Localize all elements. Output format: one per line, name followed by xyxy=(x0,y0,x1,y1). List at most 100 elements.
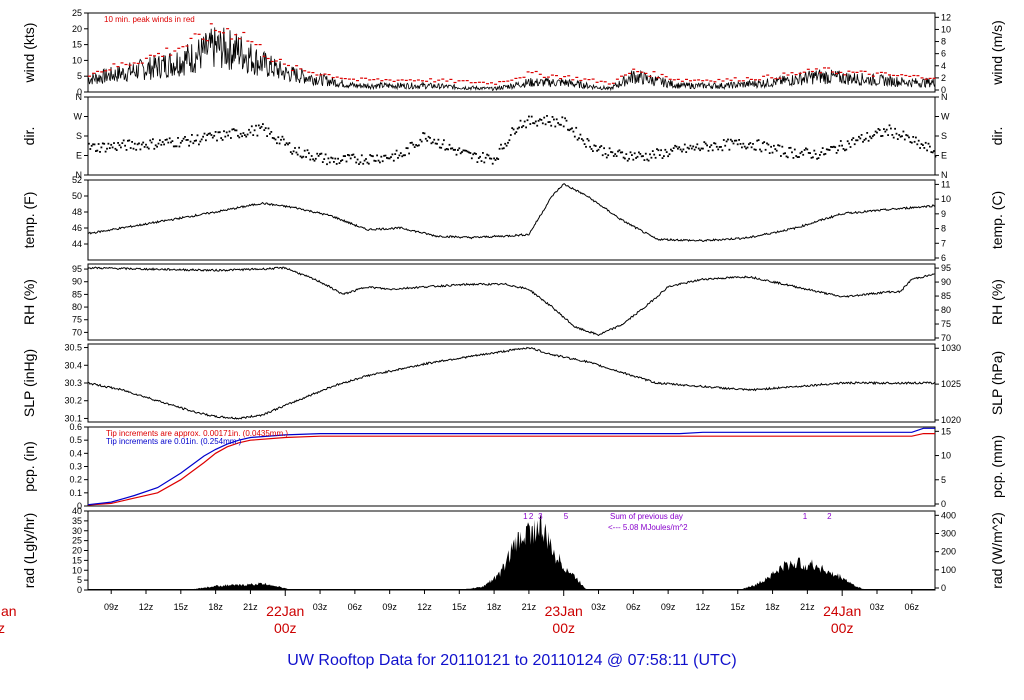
pcp-rtick-label: 0 xyxy=(941,499,946,509)
dir-point xyxy=(309,158,312,161)
dir-point xyxy=(927,142,930,145)
dir-point xyxy=(483,161,486,164)
wind-peak-mark xyxy=(798,72,802,74)
rad-ylabel-right: rad (W/m^2) xyxy=(989,512,1005,589)
dir-point xyxy=(103,142,106,145)
dir-point xyxy=(289,151,292,153)
dir-point xyxy=(140,143,143,146)
x-hour-label: 09z xyxy=(661,602,676,612)
dir-point xyxy=(384,154,387,157)
dir-point xyxy=(915,136,917,139)
dir-point xyxy=(380,155,383,158)
dir-point xyxy=(771,151,774,154)
dir-point xyxy=(356,158,359,161)
dir-point xyxy=(511,127,514,129)
dir-point xyxy=(870,137,873,140)
wind-peak-mark xyxy=(120,62,124,64)
dir-point xyxy=(749,142,752,144)
wind-ytick-label: 15 xyxy=(72,40,82,50)
wind-peak-mark xyxy=(514,77,518,79)
dir-point xyxy=(612,155,615,157)
x-hour-label: 21z xyxy=(522,602,537,612)
dir-point xyxy=(153,147,156,150)
wind-peak-mark xyxy=(831,71,835,73)
dir-point xyxy=(394,153,397,155)
wind-peak-mark xyxy=(246,40,250,42)
temp-rtick-label: 7 xyxy=(941,238,946,248)
dir-point xyxy=(896,138,899,140)
dir-point xyxy=(358,163,360,165)
dir-point xyxy=(760,150,763,153)
dir-point xyxy=(898,134,901,136)
wind-peak-mark xyxy=(705,79,709,81)
wind-peak-mark xyxy=(299,68,303,70)
rad-mark: 5 xyxy=(564,512,569,521)
x-hour-label: 18z xyxy=(208,602,223,612)
dir-point xyxy=(851,138,853,141)
dir-point xyxy=(848,142,850,145)
rh-rtick-label: 80 xyxy=(941,305,951,315)
dir-point xyxy=(124,144,126,147)
dir-rtick-label: E xyxy=(941,151,947,161)
wind-peak-mark xyxy=(916,75,920,77)
dir-point xyxy=(856,139,859,142)
x-hour-label: 15z xyxy=(730,602,745,612)
dir-point xyxy=(383,154,385,157)
x-date-label-left: Jan xyxy=(0,603,17,619)
dir-point xyxy=(122,139,125,142)
dir-point xyxy=(500,143,502,146)
dir-point xyxy=(319,153,321,155)
wind-peak-mark xyxy=(912,74,916,77)
dir-point xyxy=(108,147,111,149)
dir-ylabel-right: dir. xyxy=(989,127,1005,146)
dir-point xyxy=(681,150,683,153)
dir-point xyxy=(814,153,817,155)
rad-rtick-label: 400 xyxy=(941,510,956,520)
dir-point xyxy=(746,146,749,149)
dir-point xyxy=(282,138,285,141)
dir-point xyxy=(401,155,404,158)
dir-point xyxy=(583,143,586,145)
dir-point xyxy=(273,137,275,140)
dir-point xyxy=(390,156,392,158)
dir-point xyxy=(232,128,235,130)
x-zulu-label: 00z xyxy=(274,620,297,636)
dir-point xyxy=(605,156,608,159)
dir-point xyxy=(536,124,539,127)
dir-point xyxy=(572,130,575,133)
wind-peak-mark xyxy=(494,83,498,85)
dir-point xyxy=(541,122,544,125)
wind-series xyxy=(87,27,935,92)
dir-point xyxy=(592,150,594,152)
dir-point xyxy=(604,153,607,155)
wind-peak-mark xyxy=(672,79,676,81)
dir-point xyxy=(131,141,133,143)
wind-rtick-label: 0 xyxy=(941,85,946,95)
dir-point xyxy=(629,151,632,154)
dir-point xyxy=(246,133,249,136)
pcp-ytick-label: 0 xyxy=(77,501,82,511)
dir-point xyxy=(419,138,422,141)
dir-point xyxy=(661,157,664,159)
dir-point xyxy=(657,149,660,152)
dir-point xyxy=(175,145,178,148)
rad-rtick-label: 100 xyxy=(941,565,956,575)
dir-point xyxy=(149,139,152,142)
wind-peak-mark xyxy=(587,79,591,81)
dir-point xyxy=(420,140,423,143)
dir-point xyxy=(328,161,331,164)
dir-point xyxy=(763,141,766,143)
wind-peak-mark xyxy=(579,79,583,82)
dir-point xyxy=(923,147,926,149)
wind-peak-mark xyxy=(737,80,741,82)
rh-ytick-label: 70 xyxy=(72,327,82,337)
dir-point xyxy=(670,148,672,151)
dir-point xyxy=(366,161,369,164)
dir-point xyxy=(619,151,622,154)
dir-rtick-label: S xyxy=(941,131,947,141)
wind-peak-mark xyxy=(140,62,144,64)
dir-point xyxy=(876,131,878,134)
wind-peak-mark xyxy=(148,54,152,56)
x-hour-label: 03z xyxy=(591,602,606,612)
dir-point xyxy=(505,144,508,147)
